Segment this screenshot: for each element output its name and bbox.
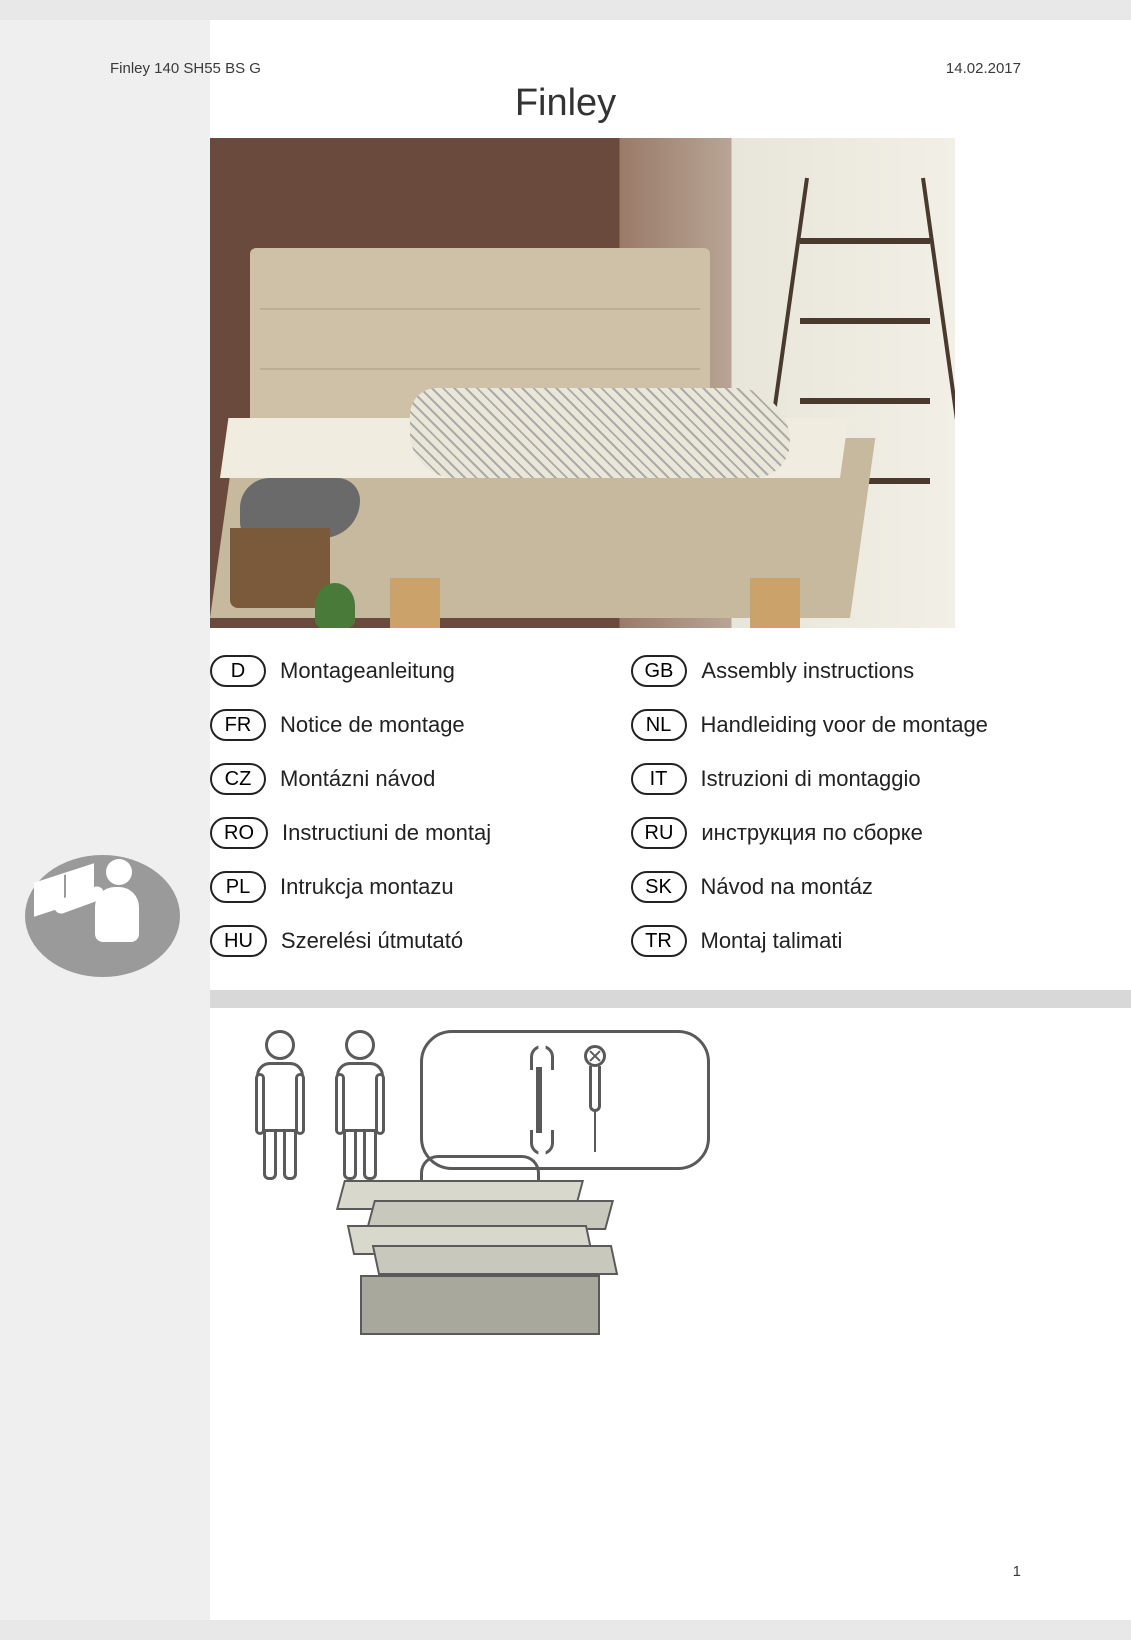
lang-item: IT Istruzioni di montaggio — [631, 763, 1052, 795]
left-grey-band — [0, 20, 210, 1620]
lang-code-pill: IT — [631, 763, 687, 795]
page-title: Finley — [0, 82, 1131, 125]
lang-label: Assembly instructions — [701, 658, 914, 684]
lang-item: GB Assembly instructions — [631, 655, 1052, 687]
lang-label: Instructiuni de montaj — [282, 820, 491, 846]
lang-code-pill: RU — [631, 817, 688, 849]
lang-code-pill: D — [210, 655, 266, 687]
lang-code-pill: RO — [210, 817, 268, 849]
lang-code-pill: TR — [631, 925, 687, 957]
page-number: 1 — [1013, 1563, 1021, 1580]
lang-item: FR Notice de montage — [210, 709, 631, 741]
lang-item: RU инструкция по сборке — [631, 817, 1052, 849]
lang-item: PL Intrukcja montazu — [210, 871, 631, 903]
person-icon — [325, 1030, 395, 1190]
lang-item: CZ Montázni návod — [210, 763, 631, 795]
lang-item: TR Montaj talimati — [631, 925, 1052, 957]
product-photo — [210, 138, 955, 628]
lang-code-pill: PL — [210, 871, 266, 903]
lang-code-pill: NL — [631, 709, 687, 741]
lang-code-pill: GB — [631, 655, 688, 687]
two-person-icon — [245, 1030, 395, 1190]
lang-item: HU Szerelési útmutató — [210, 925, 631, 957]
lang-item: NL Handleiding voor de montage — [631, 709, 1052, 741]
divider-strip — [210, 990, 1131, 1008]
tools-required-bubble — [420, 1030, 710, 1170]
requirements-diagram — [210, 1030, 1051, 1380]
bed-leg — [750, 578, 800, 628]
page: Finley 140 SH55 BS G 14.02.2017 Finley D… — [0, 20, 1131, 1620]
lang-label: инструкция по сборке — [701, 820, 922, 846]
toolbox-icon — [330, 1180, 620, 1350]
header-row: Finley 140 SH55 BS G 14.02.2017 — [110, 60, 1021, 77]
product-code: Finley 140 SH55 BS G — [110, 60, 261, 77]
lang-label: Intrukcja montazu — [280, 874, 454, 900]
lang-label: Montázni návod — [280, 766, 435, 792]
lang-label: Montaj talimati — [701, 928, 843, 954]
lang-item: SK Návod na montáz — [631, 871, 1052, 903]
screwdriver-icon — [584, 1045, 606, 1155]
lang-label: Szerelési útmutató — [281, 928, 463, 954]
document-date: 14.02.2017 — [946, 60, 1021, 77]
lang-code-pill: FR — [210, 709, 266, 741]
bed-blanket — [410, 388, 790, 478]
language-list: D Montageanleitung GB Assembly instructi… — [210, 655, 1051, 979]
lang-label: Návod na montáz — [701, 874, 873, 900]
wrench-icon — [524, 1045, 554, 1155]
lang-label: Notice de montage — [280, 712, 465, 738]
read-manual-icon — [25, 840, 180, 995]
lang-label: Montageanleitung — [280, 658, 455, 684]
lang-code-pill: HU — [210, 925, 267, 957]
bed-leg — [390, 578, 440, 628]
person-icon — [245, 1030, 315, 1190]
lang-item: D Montageanleitung — [210, 655, 631, 687]
lang-label: Istruzioni di montaggio — [701, 766, 921, 792]
lang-code-pill: SK — [631, 871, 687, 903]
lang-item: RO Instructiuni de montaj — [210, 817, 631, 849]
wicker-basket — [230, 528, 330, 608]
lang-code-pill: CZ — [210, 763, 266, 795]
plant — [315, 583, 355, 628]
lang-label: Handleiding voor de montage — [701, 712, 988, 738]
